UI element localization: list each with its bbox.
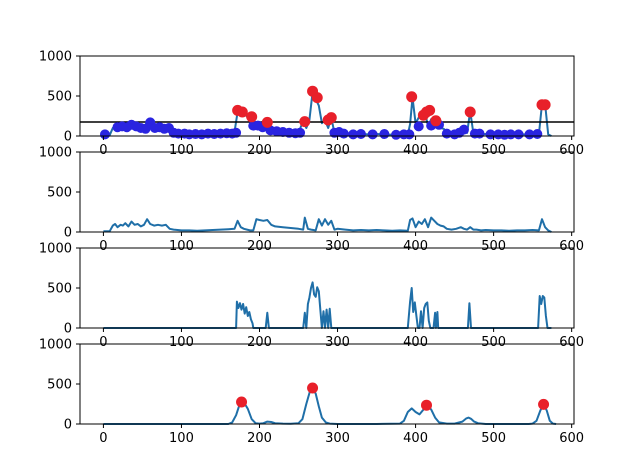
valley-marker bbox=[355, 129, 366, 139]
y-tick-label: 500 bbox=[47, 282, 72, 297]
y-tick-label: 1000 bbox=[39, 50, 72, 65]
x-tick-label: 200 bbox=[247, 239, 272, 254]
y-tick-label: 0 bbox=[64, 418, 72, 433]
series-line bbox=[103, 387, 557, 425]
series-line bbox=[103, 281, 552, 329]
y-tick-label: 1000 bbox=[39, 242, 72, 257]
y-tick-label: 1000 bbox=[39, 338, 72, 353]
x-tick-label: 200 bbox=[247, 143, 272, 158]
y-tick-label: 500 bbox=[47, 186, 72, 201]
valley-marker bbox=[474, 128, 485, 139]
valley-marker bbox=[338, 128, 349, 139]
valley-marker bbox=[513, 129, 524, 140]
y-tick-label: 0 bbox=[64, 226, 72, 241]
peak-marker bbox=[236, 396, 248, 408]
valley-marker bbox=[404, 129, 415, 140]
x-tick-label: 300 bbox=[325, 239, 350, 254]
valley-marker bbox=[458, 124, 469, 135]
valley-marker bbox=[99, 129, 110, 140]
x-tick-label: 400 bbox=[403, 239, 428, 254]
subplot-1: 0 100 200 300 400 500 600 0 500 1000 bbox=[39, 50, 584, 159]
y-tick-label: 0 bbox=[64, 322, 72, 337]
x-tick-label: 0 bbox=[99, 239, 107, 254]
x-tick-label: 500 bbox=[481, 431, 506, 446]
x-tick-label: 400 bbox=[403, 431, 428, 446]
peak-marker bbox=[325, 112, 337, 124]
x-tick-label: 0 bbox=[99, 335, 107, 350]
valley-marker bbox=[295, 127, 306, 138]
x-tick-label: 100 bbox=[169, 143, 194, 158]
peak-marker bbox=[430, 115, 442, 127]
x-tick-label: 100 bbox=[169, 239, 194, 254]
peak-marker bbox=[261, 116, 273, 128]
peak-marker bbox=[421, 399, 433, 411]
peak-marker bbox=[236, 106, 248, 118]
x-tick-label: 200 bbox=[247, 431, 272, 446]
x-tick-label: 300 bbox=[325, 335, 350, 350]
x-tick-label: 300 bbox=[325, 431, 350, 446]
x-tick-label: 200 bbox=[247, 335, 272, 350]
peak-marker bbox=[538, 398, 550, 410]
peak-marker bbox=[246, 111, 258, 123]
x-tick-label: 100 bbox=[169, 431, 194, 446]
peak-marker bbox=[406, 91, 418, 103]
peak-marker bbox=[424, 104, 436, 116]
x-tick-label: 500 bbox=[481, 239, 506, 254]
x-tick-label: 600 bbox=[559, 335, 584, 350]
x-tick-label: 400 bbox=[403, 335, 428, 350]
valley-marker bbox=[413, 121, 424, 132]
x-tick-label: 600 bbox=[559, 143, 584, 158]
axes-frame bbox=[79, 151, 575, 233]
peak-marker bbox=[311, 92, 323, 104]
valley-marker bbox=[367, 129, 378, 140]
valley-marker bbox=[231, 127, 242, 138]
x-tick-label: 0 bbox=[99, 143, 107, 158]
x-tick-label: 0 bbox=[99, 431, 107, 446]
x-tick-label: 400 bbox=[403, 143, 428, 158]
x-tick-label: 500 bbox=[481, 335, 506, 350]
x-tick-label: 600 bbox=[559, 239, 584, 254]
peak-marker bbox=[307, 382, 319, 394]
axes-frame bbox=[79, 343, 575, 425]
x-tick-label: 500 bbox=[481, 143, 506, 158]
peak-marker bbox=[539, 99, 551, 111]
x-tick-label: 100 bbox=[169, 335, 194, 350]
valley-marker bbox=[532, 129, 543, 139]
peak-marker bbox=[299, 116, 311, 128]
x-tick-label: 300 bbox=[325, 143, 350, 158]
series-line bbox=[103, 216, 552, 233]
valley-marker bbox=[379, 129, 390, 139]
x-tick-label: 600 bbox=[559, 431, 584, 446]
peak-marker bbox=[464, 106, 476, 118]
y-tick-label: 500 bbox=[47, 378, 72, 393]
y-tick-label: 500 bbox=[47, 90, 72, 105]
y-tick-label: 0 bbox=[64, 130, 72, 145]
y-tick-label: 1000 bbox=[39, 146, 72, 161]
